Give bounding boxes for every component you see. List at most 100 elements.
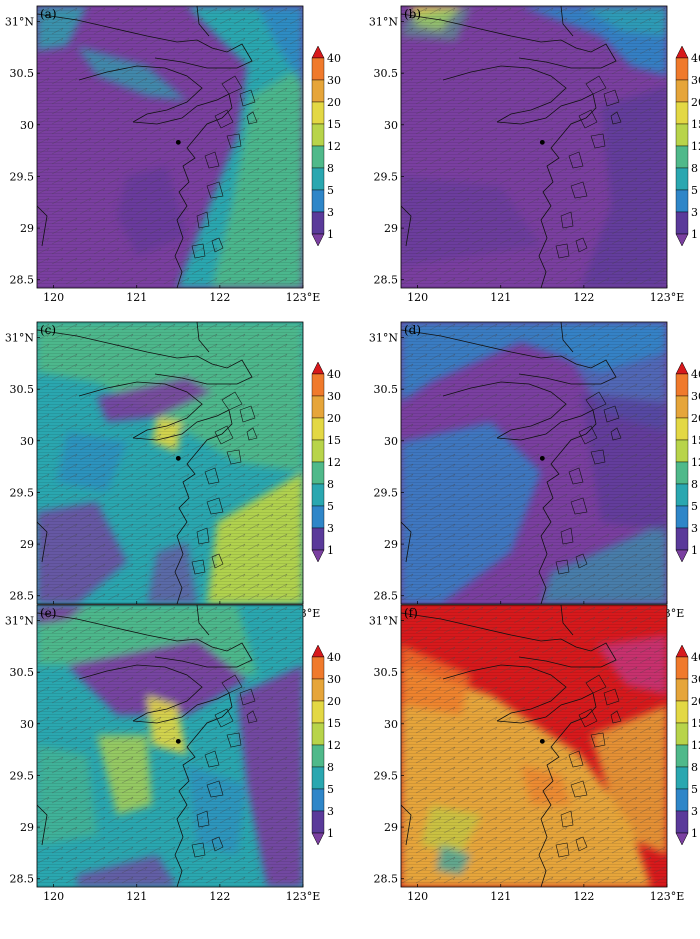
island — [196, 810, 210, 828]
colorbar-segment — [675, 439, 689, 463]
colorbar-segment — [675, 788, 689, 812]
lat-tick-label: 30.5 — [374, 666, 399, 679]
lat-tick-label: 28.5 — [374, 274, 399, 287]
colorbar-c: 40 30 20 15 12 8 5 3 1 — [311, 361, 341, 563]
colorbar-segment — [311, 483, 325, 507]
island — [214, 708, 234, 728]
island — [211, 553, 224, 569]
lat-tick-label: 29 — [20, 821, 34, 834]
panel-frame — [400, 604, 668, 888]
colorbar-segment — [311, 101, 325, 125]
island — [206, 497, 224, 515]
colorbar-level-label: 30 — [327, 74, 341, 87]
island — [570, 780, 588, 798]
island — [610, 427, 622, 441]
colorbar-level-label: 12 — [327, 456, 341, 469]
colorbar-segment — [675, 211, 689, 235]
panel-frame — [36, 321, 304, 605]
colorbar-level-label: 30 — [691, 390, 700, 403]
lat-tick-label: 30.5 — [10, 383, 35, 396]
panel-label: (d) — [404, 323, 421, 337]
coastline — [442, 65, 567, 123]
lat-tick-label: 28.5 — [10, 873, 35, 886]
colorbar-segment — [675, 744, 689, 768]
lat-tick-label: 30.5 — [10, 666, 35, 679]
lat-tick-label: 28.5 — [10, 590, 35, 603]
colorbar-segment — [311, 461, 325, 485]
lat-tick-label: 30.5 — [10, 67, 35, 80]
colorbar-segment — [311, 167, 325, 191]
colorbar-segment — [311, 395, 325, 419]
coastline — [442, 664, 567, 722]
panel-label: (a) — [40, 7, 57, 21]
colorbar-level-label: 40 — [327, 368, 341, 381]
island — [570, 181, 588, 199]
island — [590, 449, 606, 465]
panel-label: (e) — [40, 606, 56, 620]
colorbar-segment — [311, 439, 325, 463]
island — [239, 688, 256, 706]
lon-tick-label: 121 — [490, 291, 511, 304]
lat-tick-label: 28.5 — [10, 274, 35, 287]
colorbar-segment — [675, 700, 689, 724]
lon-tick-label: 121 — [490, 890, 511, 903]
island — [206, 780, 224, 798]
colorbar-segment — [675, 101, 689, 125]
island — [221, 674, 243, 694]
colorbar-level-label: 40 — [691, 368, 700, 381]
coastline — [37, 521, 48, 563]
colorbar-level-label: 20 — [691, 96, 700, 109]
colorbar-segment — [675, 373, 689, 397]
wind-barbs — [37, 322, 303, 604]
colorbar-level-label: 12 — [327, 140, 341, 153]
coastline — [196, 6, 210, 37]
colorbar-segment — [311, 656, 325, 680]
coastline — [496, 409, 597, 604]
lon-tick-label: 122 — [573, 890, 594, 903]
island — [610, 111, 622, 125]
colorbar-level-label: 40 — [691, 52, 700, 65]
colorbar-level-label: 30 — [691, 74, 700, 87]
colorbar-segment — [311, 766, 325, 790]
lat-tick-label: 31°N — [369, 614, 398, 627]
colorbar-level-label: 12 — [327, 739, 341, 752]
lat-tick-label: 30 — [20, 119, 34, 132]
island — [226, 732, 242, 748]
colorbar-level-label: 15 — [327, 118, 341, 131]
colorbar-level-label: 5 — [691, 184, 698, 197]
island — [206, 181, 224, 199]
lon-tick-label: 121 — [126, 890, 147, 903]
coastline — [496, 692, 597, 887]
island — [560, 810, 574, 828]
colorbar-segment — [675, 656, 689, 680]
colorbar-segment — [311, 189, 325, 213]
station-dot — [539, 139, 545, 145]
wind-barbs — [401, 6, 667, 288]
island — [603, 405, 620, 423]
island — [191, 842, 206, 858]
island — [214, 109, 234, 129]
coastline — [401, 612, 617, 668]
wind-barbs — [37, 6, 303, 288]
coastline — [132, 692, 233, 887]
lon-tick-label: 123°E — [286, 890, 321, 903]
coastline — [37, 329, 253, 385]
lat-tick-label: 29.5 — [10, 170, 35, 183]
lat-tick-label: 29 — [20, 222, 34, 235]
lat-tick-label: 28.5 — [374, 873, 399, 886]
colorbar-top-arrow — [311, 361, 325, 375]
island — [585, 391, 607, 411]
colorbar-segment — [675, 810, 689, 834]
colorbar-top-arrow — [311, 644, 325, 658]
colorbar-level-label: 12 — [691, 140, 700, 153]
panel-frame — [400, 321, 668, 605]
lon-tick-label: 120 — [43, 890, 64, 903]
colorbar-level-label: 15 — [691, 717, 700, 730]
coastline — [37, 612, 253, 668]
colorbar-level-label: 3 — [691, 805, 698, 818]
coastline — [132, 93, 233, 288]
colorbar-segment — [311, 810, 325, 834]
lat-tick-label: 29 — [384, 538, 398, 551]
colorbar-top-arrow — [675, 644, 689, 658]
island — [221, 391, 243, 411]
